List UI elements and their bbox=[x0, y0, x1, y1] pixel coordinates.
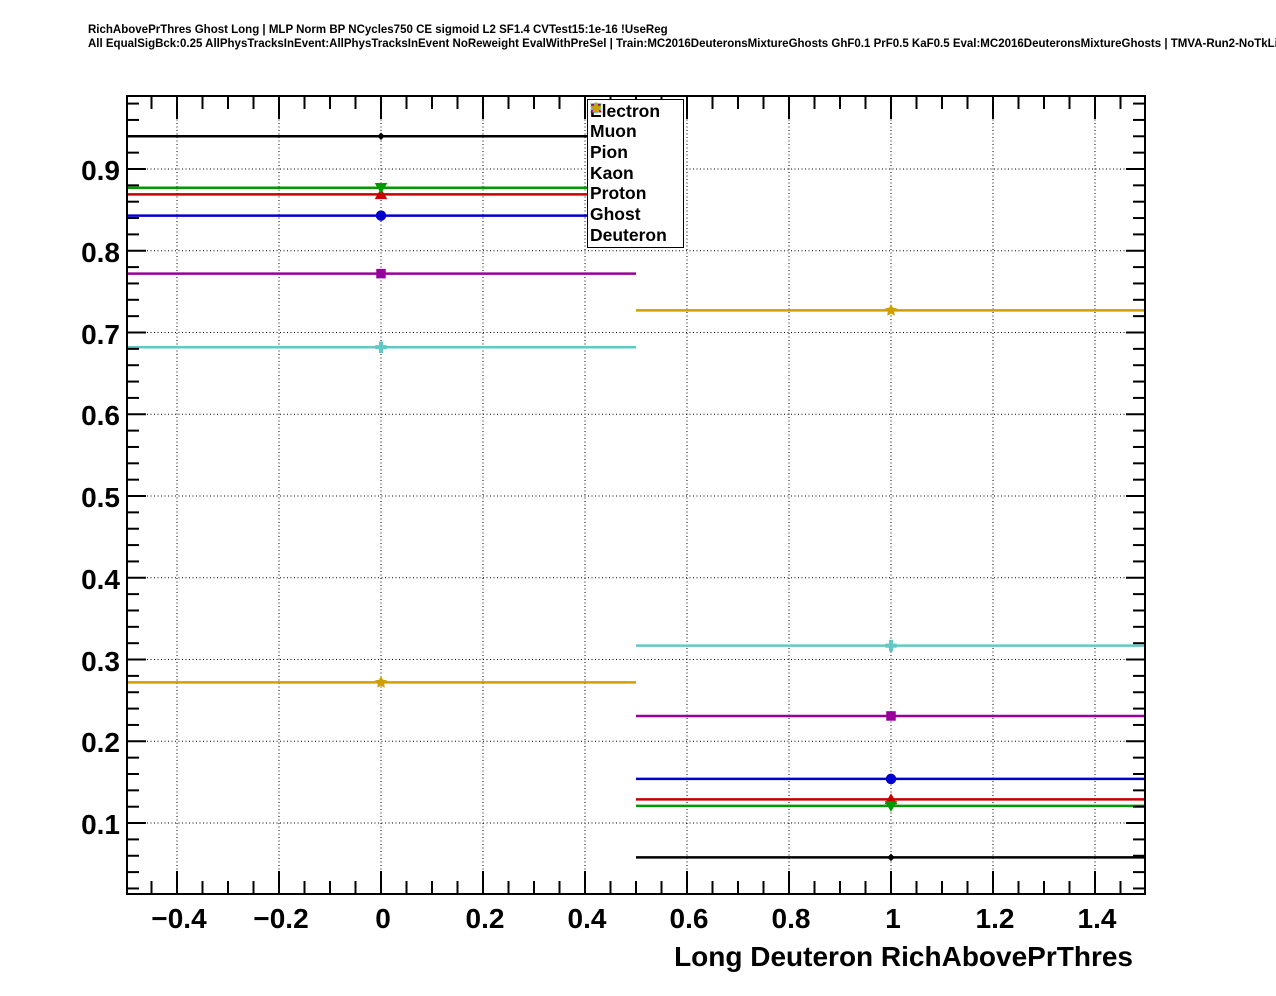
y-tick-label: 0.4 bbox=[81, 563, 120, 595]
y-tick-label: 0.5 bbox=[81, 482, 120, 514]
plot-frame: Electron Muon Pion Kaon Proton Ghost Deuteron bbox=[126, 95, 1146, 895]
legend-label: Electron bbox=[590, 100, 661, 121]
frame-border bbox=[126, 95, 1146, 895]
y-tick-label: 0.1 bbox=[81, 809, 120, 841]
deuteron-legend-marker-icon bbox=[590, 102, 602, 113]
x-tick-label: 1 bbox=[885, 903, 901, 934]
legend-label: Muon bbox=[590, 121, 637, 142]
x-tick-label: −0.4 bbox=[151, 903, 207, 934]
ghost-marker-icon bbox=[377, 132, 385, 141]
kaon-marker-icon bbox=[376, 268, 386, 279]
x-axis-title: Long Deuteron RichAbovePrThres bbox=[674, 941, 1133, 972]
x-tick-label: 0 bbox=[375, 903, 391, 934]
plot-title-line2: All EqualSigBck:0.25 AllPhysTracksInEven… bbox=[88, 38, 1276, 50]
deuteron-marker-icon bbox=[884, 303, 898, 316]
deuteron-marker-icon bbox=[374, 675, 388, 688]
x-tick-label: 1.4 bbox=[1077, 903, 1117, 934]
legend-label: Ghost bbox=[590, 204, 641, 225]
y-tick-label: 0.3 bbox=[81, 645, 120, 677]
x-tick-label: 0.8 bbox=[771, 903, 811, 934]
y-tick-label: 0.7 bbox=[81, 318, 120, 350]
legend-label: Proton bbox=[590, 183, 647, 204]
pion-marker-icon bbox=[374, 182, 388, 194]
legend-label: Deuteron bbox=[590, 224, 667, 245]
y-tick-label: 0.8 bbox=[81, 236, 120, 268]
pion-marker-icon bbox=[884, 801, 898, 812]
legend-entry-ghost: Ghost bbox=[590, 104, 683, 225]
legend-entry-deuteron: Deuteron bbox=[590, 102, 683, 246]
legend-entry-kaon: Kaon bbox=[590, 103, 683, 183]
x-tick-label: 0.4 bbox=[567, 903, 607, 934]
x-tick-label: 1.2 bbox=[975, 903, 1015, 934]
legend-label: Kaon bbox=[590, 162, 634, 183]
x-tick-label: 0.6 bbox=[669, 903, 709, 934]
proton-marker-icon bbox=[885, 639, 897, 652]
muon-marker-icon bbox=[375, 210, 387, 221]
legend-entry-pion: Pion bbox=[590, 103, 683, 163]
legend: Electron Muon Pion Kaon Proton Ghost Deuteron bbox=[587, 99, 684, 248]
plot-title-line1: RichAbovePrThres Ghost Long | MLP Norm B… bbox=[88, 24, 668, 36]
ghost-marker-icon bbox=[887, 853, 895, 862]
y-tick-label: 0.2 bbox=[81, 727, 120, 759]
x-tick-label: 0.2 bbox=[465, 903, 505, 934]
y-tick-label: 0.9 bbox=[81, 154, 120, 186]
muon-marker-icon bbox=[885, 773, 897, 785]
chart-drawing bbox=[126, 95, 1146, 895]
legend-entry-muon: Muon bbox=[590, 103, 683, 142]
kaon-marker-icon bbox=[886, 711, 896, 721]
y-tick-label: 0.6 bbox=[81, 400, 120, 432]
proton-marker-icon bbox=[375, 341, 387, 353]
legend-label: Pion bbox=[590, 142, 628, 162]
deuteron-legend-marker-shape bbox=[590, 102, 602, 113]
legend-entry-proton: Proton bbox=[590, 102, 683, 204]
x-tick-label: −0.2 bbox=[253, 903, 309, 934]
